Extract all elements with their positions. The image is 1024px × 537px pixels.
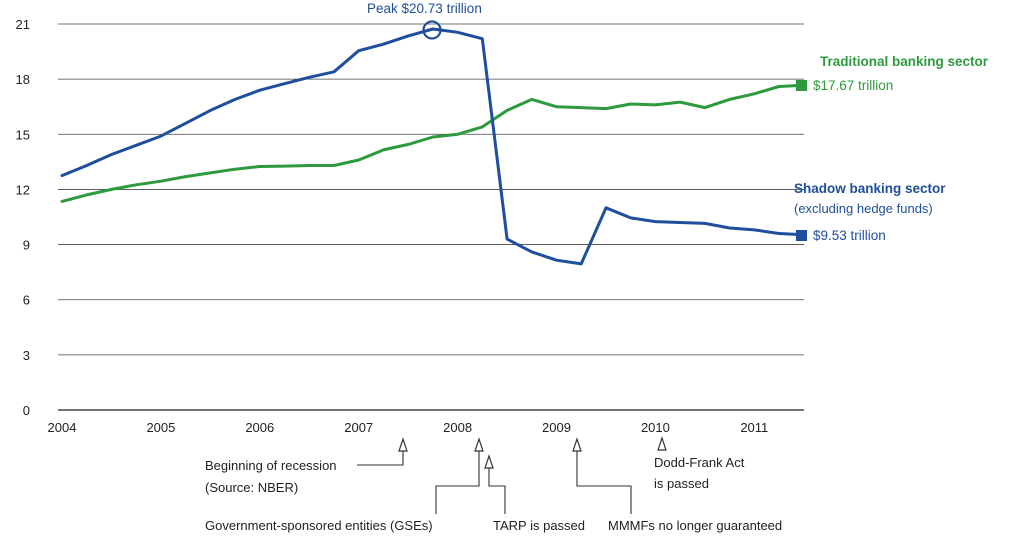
y-tick-label: 0 [23, 403, 30, 418]
gse-label: Government-sponsored entities (GSEs) [205, 518, 433, 533]
x-tick-label: 2006 [245, 420, 274, 435]
x-tick-label: 2007 [344, 420, 373, 435]
shadow-series-name: Shadow banking sector [794, 181, 946, 196]
shadow-end-marker [796, 230, 807, 241]
x-tick-label: 2005 [146, 420, 175, 435]
y-tick-label: 21 [16, 17, 30, 32]
traditional-series-name: Traditional banking sector [820, 54, 989, 69]
mmmf-connector [576, 451, 632, 514]
traditional-series-line [60, 83, 806, 203]
y-tick-label: 15 [16, 127, 30, 142]
peak-label: Peak $20.73 trillion [367, 1, 482, 16]
recession-connector [357, 451, 404, 466]
y-tick-label: 12 [16, 182, 30, 197]
mmmf-label: MMMFs no longer guaranteed [608, 518, 782, 533]
doddfrank-marker [657, 436, 667, 451]
tarp-connector [488, 468, 506, 514]
y-axis-ticks: 0 3 6 9 12 15 18 21 [16, 17, 30, 418]
traditional-end-label: $17.67 trillion [813, 78, 893, 93]
y-tick-label: 3 [23, 348, 30, 363]
tarp-marker [484, 454, 494, 469]
recession-label-line2: (Source: NBER) [205, 480, 298, 495]
tarp-label: TARP is passed [493, 518, 585, 533]
series-labels: Traditional banking sector $17.67 trilli… [367, 1, 989, 243]
mmmf-marker [572, 437, 582, 452]
gse-marker [474, 437, 484, 452]
y-tick-label: 18 [16, 72, 30, 87]
x-tick-label: 2004 [48, 420, 77, 435]
recession-marker [398, 437, 408, 452]
shadow-end-label: $9.53 trillion [813, 228, 886, 243]
x-tick-label: 2009 [542, 420, 571, 435]
y-tick-label: 6 [23, 293, 30, 308]
gse-connector [435, 451, 480, 514]
doddfrank-label-line1: Dodd-Frank Act [654, 455, 745, 470]
shadow-series-line [60, 27, 806, 266]
grid-lines [58, 23, 804, 411]
traditional-end-marker [796, 80, 807, 91]
peak-marker [422, 20, 442, 40]
shadow-series-subtitle: (excluding hedge funds) [794, 201, 933, 216]
x-tick-label: 2008 [443, 420, 472, 435]
x-tick-label: 2010 [641, 420, 670, 435]
doddfrank-label-line2: is passed [654, 476, 709, 491]
recession-label-line1: Beginning of recession [205, 458, 337, 473]
series-lines [60, 27, 806, 266]
x-axis-ticks: 2004 2005 2006 2007 2008 2009 2010 2011 [48, 420, 769, 435]
x-tick-label: 2011 [740, 420, 768, 435]
y-tick-label: 9 [23, 238, 30, 253]
event-annotations: Beginning of recession (Source: NBER) Go… [205, 436, 782, 533]
